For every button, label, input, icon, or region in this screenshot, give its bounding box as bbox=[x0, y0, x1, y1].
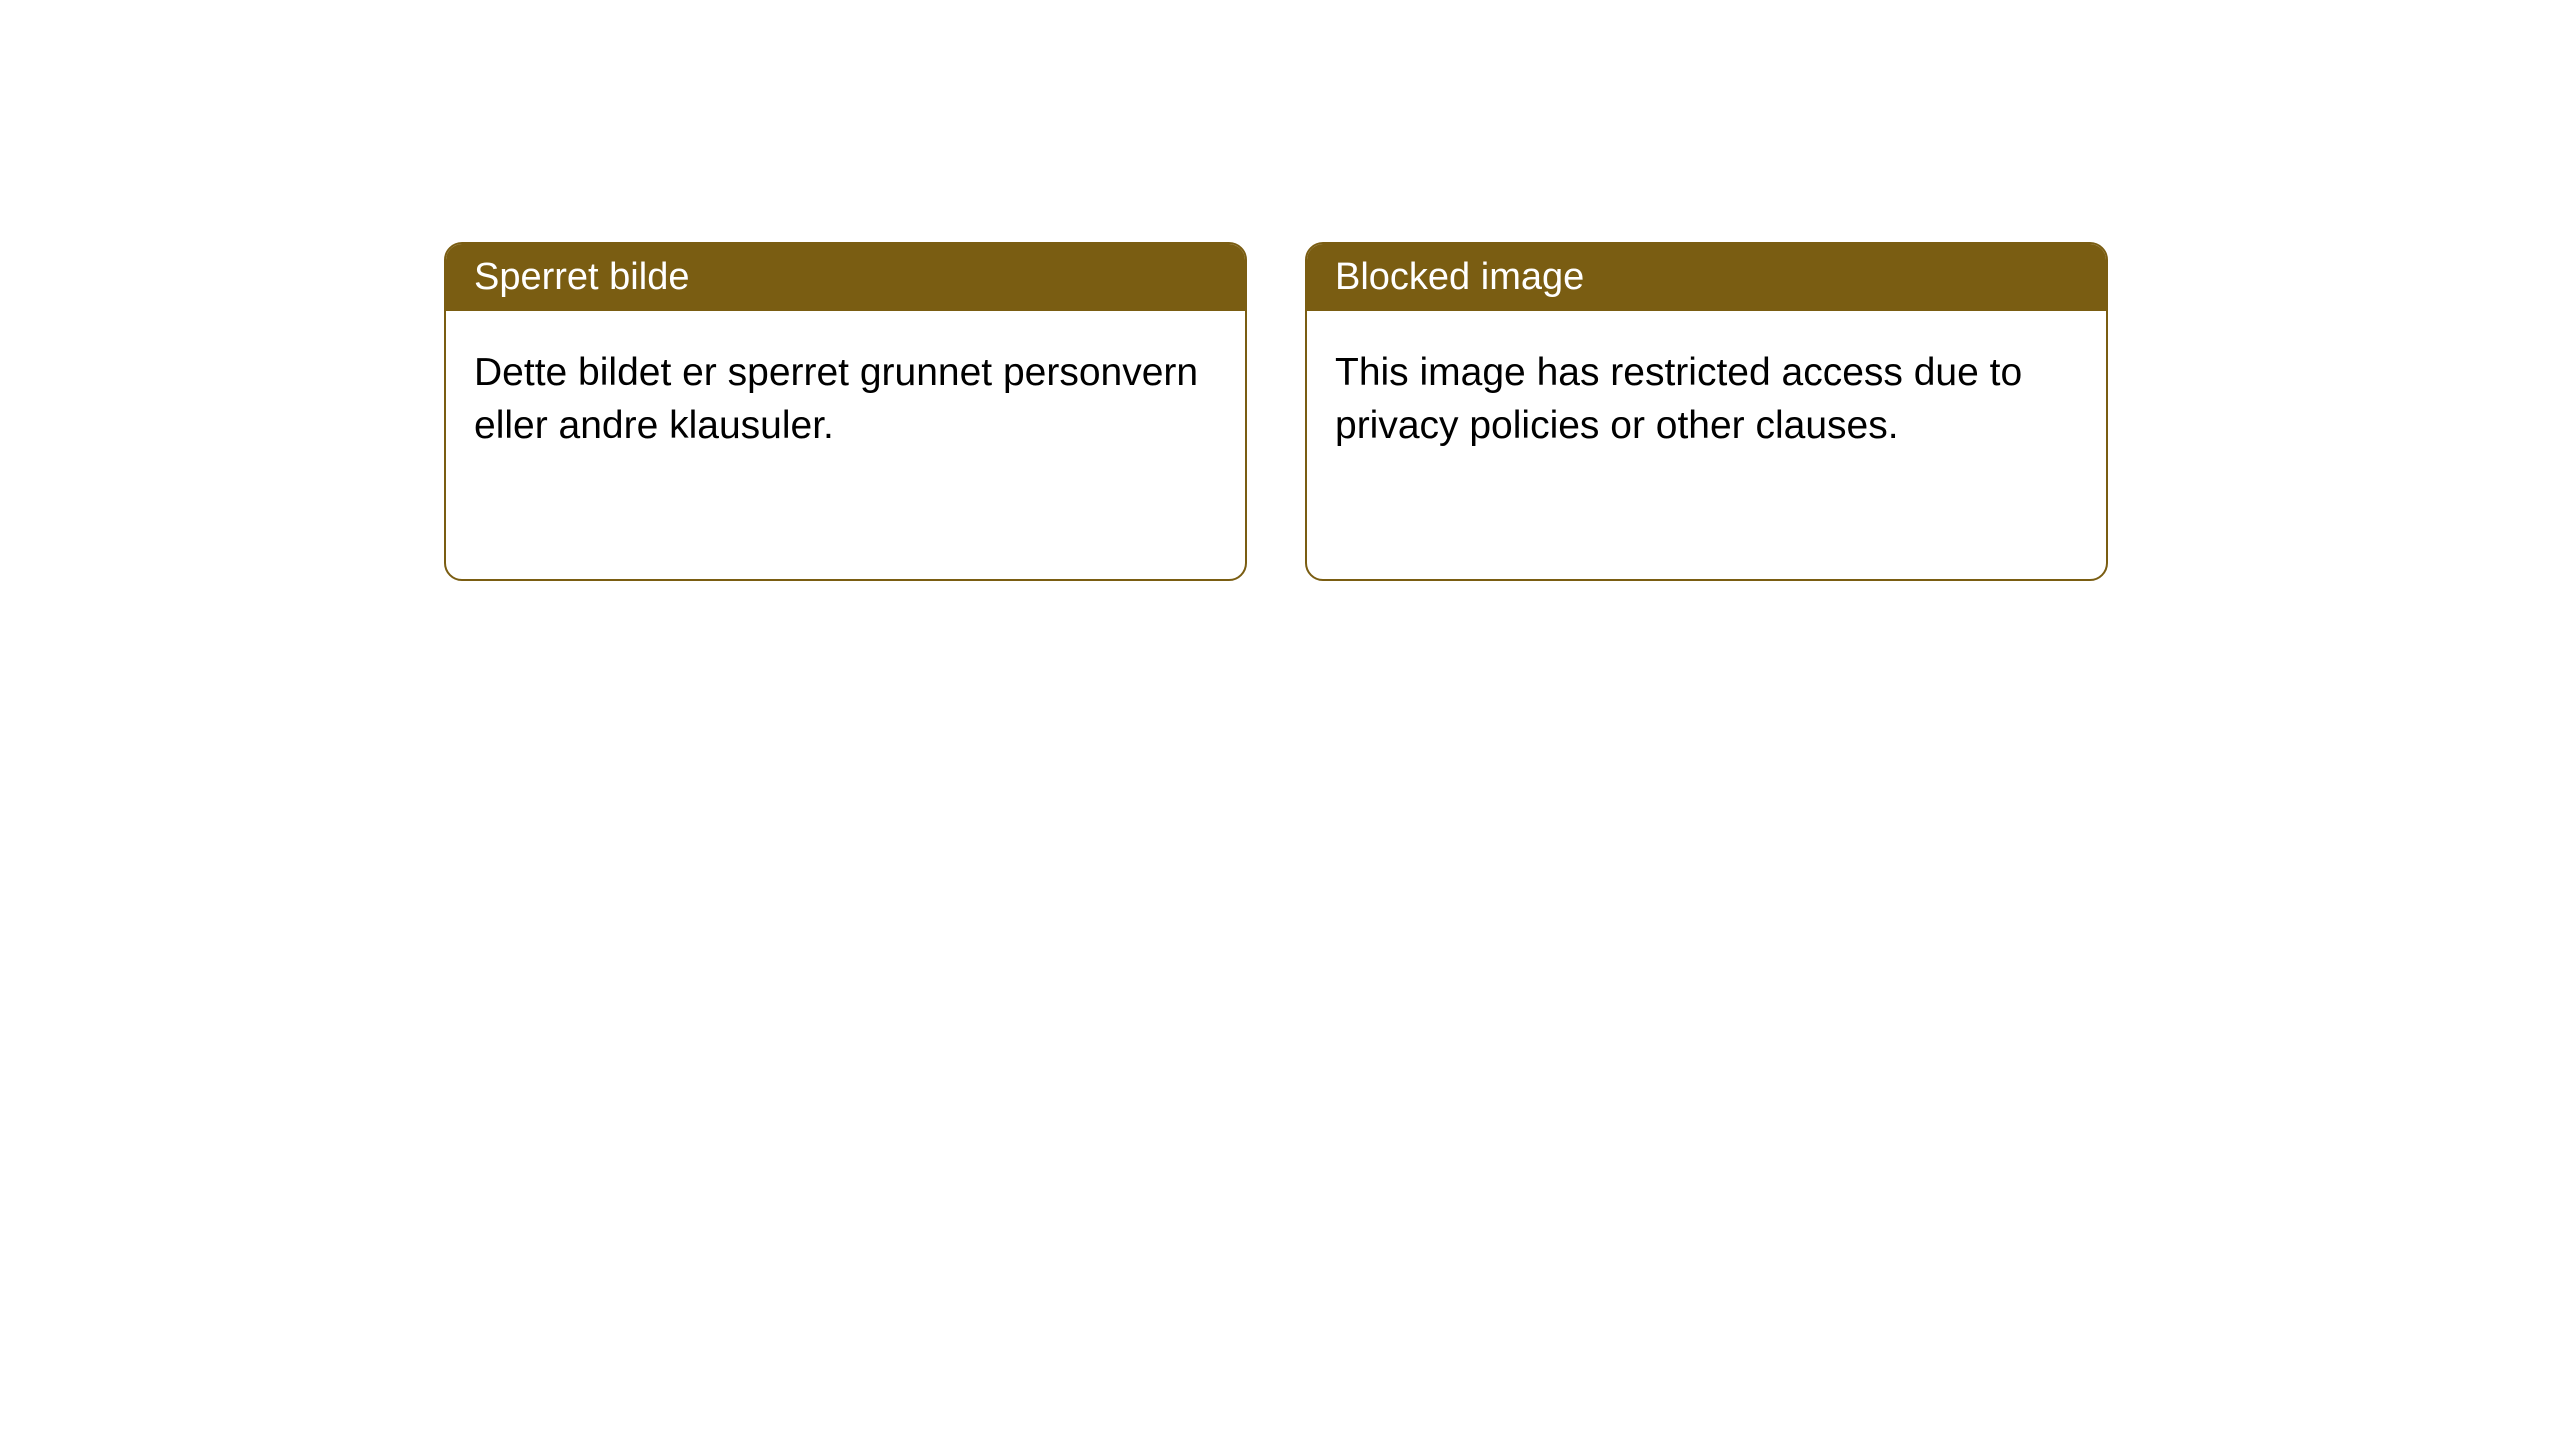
card-body: This image has restricted access due to … bbox=[1307, 311, 2106, 579]
card-header: Blocked image bbox=[1307, 244, 2106, 311]
notice-card-norwegian: Sperret bilde Dette bildet er sperret gr… bbox=[444, 242, 1247, 581]
card-body: Dette bildet er sperret grunnet personve… bbox=[446, 311, 1245, 579]
notice-card-english: Blocked image This image has restricted … bbox=[1305, 242, 2108, 581]
card-body-text: Dette bildet er sperret grunnet personve… bbox=[474, 351, 1198, 447]
card-header-text: Blocked image bbox=[1335, 256, 1584, 298]
card-header-text: Sperret bilde bbox=[474, 256, 689, 298]
notice-container: Sperret bilde Dette bildet er sperret gr… bbox=[0, 0, 2560, 581]
card-body-text: This image has restricted access due to … bbox=[1335, 351, 2022, 447]
card-header: Sperret bilde bbox=[446, 244, 1245, 311]
